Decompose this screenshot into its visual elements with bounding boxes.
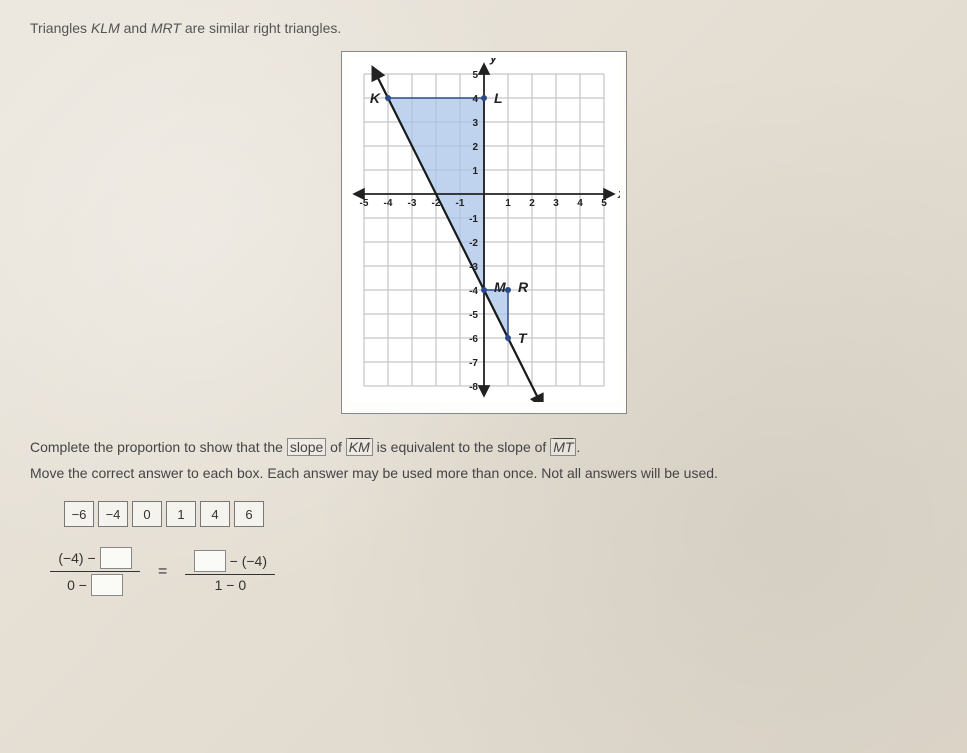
answer-tile-5[interactable]: 6 bbox=[234, 501, 264, 527]
svg-text:L: L bbox=[494, 90, 503, 106]
drop-slot-left-bot[interactable] bbox=[91, 574, 123, 596]
intro-prefix: Triangles bbox=[30, 20, 91, 36]
svg-text:4: 4 bbox=[577, 198, 583, 209]
svg-text:4: 4 bbox=[472, 94, 478, 105]
svg-text:-2: -2 bbox=[469, 238, 478, 249]
answer-tile-1[interactable]: −4 bbox=[98, 501, 128, 527]
right-top-suffix: − (−4) bbox=[230, 553, 267, 569]
answer-tile-0[interactable]: −6 bbox=[64, 501, 94, 527]
proportion-equation: (−4) − 0 − = − (−4) 1 − 0 bbox=[50, 545, 937, 598]
q-p4: . bbox=[576, 439, 580, 455]
svg-text:-1: -1 bbox=[469, 214, 478, 225]
svg-text:R: R bbox=[518, 279, 529, 295]
left-top-prefix: (−4) − bbox=[58, 550, 95, 566]
svg-text:2: 2 bbox=[472, 142, 478, 153]
svg-text:-1: -1 bbox=[455, 198, 464, 209]
svg-text:K: K bbox=[369, 90, 380, 106]
right-bot: 1 − 0 bbox=[215, 577, 247, 593]
svg-text:-4: -4 bbox=[383, 198, 392, 209]
q-p3: is equivalent to the slope of bbox=[373, 439, 550, 455]
question-text: Complete the proportion to show that the… bbox=[30, 439, 937, 455]
graph-container: -5-4-3-2-112345-8-7-6-5-4-3-2-112345KLMR… bbox=[30, 51, 937, 414]
svg-text:5: 5 bbox=[472, 70, 478, 81]
svg-text:-6: -6 bbox=[469, 334, 478, 345]
intro-mid: and bbox=[120, 20, 151, 36]
answer-tile-3[interactable]: 1 bbox=[166, 501, 196, 527]
left-bot-prefix: 0 − bbox=[67, 577, 87, 593]
segment-km: KM bbox=[349, 439, 370, 455]
intro-text: Triangles KLM and MRT are similar right … bbox=[30, 20, 937, 36]
svg-text:1: 1 bbox=[472, 166, 478, 177]
drop-slot-left-top[interactable] bbox=[100, 547, 132, 569]
svg-text:3: 3 bbox=[472, 118, 478, 129]
boxed-slope: slope bbox=[287, 438, 326, 456]
svg-text:y: y bbox=[489, 58, 498, 65]
q-p1: Complete the proportion to show that the bbox=[30, 439, 287, 455]
svg-text:x: x bbox=[617, 186, 620, 201]
svg-text:-5: -5 bbox=[359, 198, 368, 209]
svg-text:-8: -8 bbox=[469, 382, 478, 393]
triangle-1: KLM bbox=[91, 20, 120, 36]
answer-tiles-row: −6−40146 bbox=[64, 501, 937, 527]
svg-text:-3: -3 bbox=[407, 198, 416, 209]
svg-text:3: 3 bbox=[553, 198, 559, 209]
intro-suffix: are similar right triangles. bbox=[181, 20, 341, 36]
instruction-text: Move the correct answer to each box. Eac… bbox=[30, 465, 937, 481]
svg-text:-4: -4 bbox=[469, 286, 478, 297]
answer-tile-4[interactable]: 4 bbox=[200, 501, 230, 527]
svg-text:T: T bbox=[518, 330, 528, 346]
answer-tile-2[interactable]: 0 bbox=[132, 501, 162, 527]
left-fraction: (−4) − 0 − bbox=[50, 545, 140, 598]
q-p2: of bbox=[326, 439, 345, 455]
svg-text:1: 1 bbox=[505, 198, 511, 209]
svg-text:-7: -7 bbox=[469, 358, 478, 369]
right-fraction: − (−4) 1 − 0 bbox=[185, 548, 275, 595]
svg-text:M: M bbox=[494, 279, 506, 295]
svg-text:5: 5 bbox=[601, 198, 607, 209]
triangle-2: MRT bbox=[151, 20, 181, 36]
coordinate-graph: -5-4-3-2-112345-8-7-6-5-4-3-2-112345KLMR… bbox=[348, 58, 620, 402]
graph-frame: -5-4-3-2-112345-8-7-6-5-4-3-2-112345KLMR… bbox=[341, 51, 627, 414]
drop-slot-right-top[interactable] bbox=[194, 550, 226, 572]
svg-text:2: 2 bbox=[529, 198, 535, 209]
equals-sign: = bbox=[158, 563, 167, 581]
svg-text:-5: -5 bbox=[469, 310, 478, 321]
segment-mt: MT bbox=[553, 439, 573, 455]
